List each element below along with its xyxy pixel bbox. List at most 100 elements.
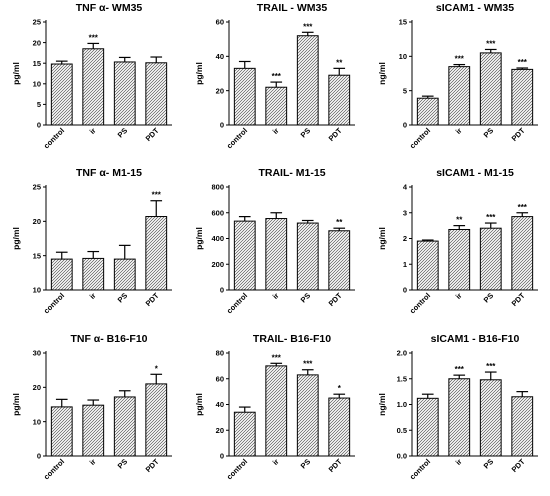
- bar: [296, 35, 319, 126]
- bar: [82, 257, 105, 291]
- chart-svg: TNF α- B16-F10 pg/ml 0 10 20 30 control ir PS * PD…: [11, 333, 172, 481]
- bar: [448, 378, 471, 457]
- y-tick-label: 2.0: [397, 349, 407, 358]
- bar: [113, 61, 136, 126]
- bar: [416, 97, 439, 126]
- x-category-label: control: [42, 457, 66, 481]
- x-category-label: PS: [482, 457, 495, 470]
- y-tick-label: 0.0: [397, 452, 407, 461]
- y-tick-label: 80: [216, 349, 224, 358]
- x-category-label: PDT: [510, 126, 527, 143]
- y-axis-label: pg/ml: [11, 227, 21, 250]
- chart-svg: TRAIL - WM35 pg/ml 0 20 40 60 control *** ir *** P…: [194, 2, 355, 150]
- chart-svg: TNF α- WM35 pg/ml 0 5 10 15 20 25 control *** ir PS…: [11, 2, 172, 150]
- significance-marker: **: [456, 216, 463, 225]
- y-tick-label: 15: [399, 18, 407, 27]
- significance-marker: ***: [518, 58, 528, 67]
- y-axis-label: pg/ml: [11, 393, 21, 416]
- y-tick-label: 10: [33, 286, 41, 295]
- chart-panel: sICAM1 - WM35 ng/ml 0 5 10 15 control *** ir *** P…: [366, 0, 549, 165]
- x-category-label: PDT: [144, 126, 161, 143]
- bar: [233, 220, 256, 291]
- chart-title: TNF α- M1-15: [76, 167, 142, 179]
- significance-marker: ***: [303, 22, 313, 31]
- y-tick-label: 20: [33, 217, 41, 226]
- chart-title: TRAIL - WM35: [257, 2, 328, 14]
- significance-marker: ***: [455, 365, 465, 374]
- y-axis-label: ng/ml: [377, 227, 387, 250]
- chart-svg: TRAIL- M1-15 pg/ml 0 200 400 600 800 control ir P…: [194, 167, 355, 315]
- bar: [113, 258, 136, 291]
- x-category-label: PDT: [510, 291, 527, 308]
- significance-marker: ***: [486, 213, 496, 222]
- bar: [328, 74, 351, 126]
- y-tick-label: 60: [216, 374, 224, 383]
- x-category-label: ir: [88, 457, 98, 467]
- x-category-label: PS: [482, 126, 495, 139]
- y-tick-label: 0: [220, 452, 224, 461]
- y-axis-label: ng/ml: [377, 393, 387, 416]
- significance-marker: ***: [89, 33, 99, 42]
- bar: [296, 374, 319, 457]
- x-category-label: PS: [299, 126, 312, 139]
- bar: [145, 62, 168, 126]
- x-category-label: control: [225, 457, 249, 481]
- chart-panel: TRAIL - WM35 pg/ml 0 20 40 60 control *** ir *** P…: [183, 0, 366, 165]
- y-tick-label: 15: [33, 251, 41, 260]
- bar: [50, 63, 73, 126]
- x-category-label: ir: [454, 126, 464, 136]
- bar: [479, 52, 502, 126]
- y-tick-label: 10: [33, 417, 41, 426]
- x-category-label: PDT: [510, 457, 527, 474]
- x-category-label: ir: [454, 291, 464, 301]
- x-category-label: ir: [88, 291, 98, 301]
- chart-panel: TNF α- M1-15 pg/ml 10 15 20 25 control ir PS *** P…: [0, 165, 183, 330]
- chart-svg: TNF α- M1-15 pg/ml 10 15 20 25 control ir PS *** P…: [11, 167, 172, 315]
- bar: [265, 365, 288, 457]
- chart-svg: sICAM1 - B16-F10 ng/ml 0.0 0.5 1.0 1.5 2.0 cont…: [377, 333, 538, 481]
- x-category-label: PS: [299, 291, 312, 304]
- bar: [328, 397, 351, 457]
- x-category-label: PDT: [144, 457, 161, 474]
- x-category-label: PDT: [327, 291, 344, 308]
- bar: [265, 86, 288, 126]
- y-tick-label: 1.5: [397, 374, 407, 383]
- chart-title: sICAM1 - WM35: [436, 2, 514, 14]
- y-tick-label: 0.5: [397, 426, 407, 435]
- chart-title: TRAIL- B16-F10: [253, 333, 331, 345]
- y-tick-label: 0: [403, 121, 407, 130]
- bar: [50, 258, 73, 291]
- y-tick-label: 20: [216, 86, 224, 95]
- y-tick-label: 2: [403, 234, 407, 243]
- chart-panel: TNF α- WM35 pg/ml 0 5 10 15 20 25 control *** ir PS…: [0, 0, 183, 165]
- bar: [233, 411, 256, 457]
- y-tick-label: 30: [33, 349, 41, 358]
- y-tick-label: 0: [220, 121, 224, 130]
- significance-marker: ***: [518, 203, 528, 212]
- y-tick-label: 40: [216, 400, 224, 409]
- significance-marker: ***: [486, 362, 496, 371]
- x-category-label: PDT: [144, 291, 161, 308]
- bar: [50, 406, 73, 457]
- bar: [511, 396, 534, 457]
- chart-panel: sICAM1 - B16-F10 ng/ml 0.0 0.5 1.0 1.5 2.0 cont…: [366, 331, 549, 496]
- y-tick-label: 0: [220, 286, 224, 295]
- y-tick-label: 600: [211, 208, 224, 217]
- chart-panel: TNF α- B16-F10 pg/ml 0 10 20 30 control ir PS * PD…: [0, 331, 183, 496]
- x-category-label: ir: [88, 126, 98, 136]
- bar: [416, 240, 439, 291]
- y-tick-label: 0: [37, 121, 41, 130]
- y-axis-label: pg/ml: [194, 227, 204, 250]
- chart-svg: sICAM1 - WM35 ng/ml 0 5 10 15 control *** ir *** P…: [377, 2, 538, 150]
- y-tick-label: 200: [211, 260, 224, 269]
- x-category-label: control: [42, 126, 66, 150]
- y-tick-label: 20: [216, 426, 224, 435]
- y-tick-label: 20: [33, 38, 41, 47]
- bar: [448, 66, 471, 126]
- y-tick-label: 0: [37, 452, 41, 461]
- bar: [82, 404, 105, 457]
- bar: [145, 216, 168, 291]
- x-category-label: ir: [271, 291, 281, 301]
- x-category-label: PS: [299, 457, 312, 470]
